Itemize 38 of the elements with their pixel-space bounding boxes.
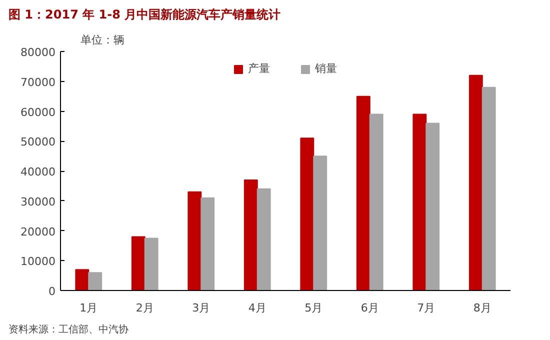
bar (356, 96, 370, 290)
legend-label: 产量 (248, 61, 270, 76)
bar (412, 114, 427, 290)
y-tick-label: 50000 (20, 136, 56, 149)
y-tick-label: 80000 (20, 46, 56, 59)
x-tick-label: 8月 (473, 302, 492, 314)
y-tick-label: 60000 (20, 106, 56, 119)
y-tick-label: 40000 (20, 166, 56, 178)
bar (188, 191, 202, 290)
x-tick-label: 2月 (136, 302, 154, 314)
chart-title: 图 1：2017 年 1-8 月中国新能源汽车产销量统计 (8, 8, 281, 22)
x-tick-label: 6月 (360, 302, 379, 314)
x-tick-label: 1月 (80, 302, 98, 314)
bar (482, 86, 496, 290)
x-tick-label: 4月 (248, 302, 266, 314)
x-tick-label: 7月 (417, 302, 436, 314)
bar (300, 138, 314, 290)
y-axis-title: 单位：辆 (80, 34, 124, 46)
y-tick-label: 30000 (20, 195, 56, 208)
y-tick-label: 20000 (20, 225, 56, 238)
legend-label: 销量 (315, 61, 337, 76)
y-tick-label: 10000 (20, 255, 56, 268)
bar (131, 236, 146, 290)
bar (88, 272, 102, 290)
bar (75, 269, 90, 290)
y-tick-label: 70000 (20, 76, 56, 89)
x-tick-label: 5月 (304, 302, 323, 314)
bar (144, 238, 158, 290)
text: 资料来源：工信部、中汽协 (8, 324, 128, 336)
bar (200, 197, 215, 290)
bar (244, 179, 258, 290)
bar (426, 122, 440, 290)
x-tick-label: 3月 (192, 302, 210, 314)
bar (369, 114, 384, 290)
bar (468, 74, 483, 290)
bar (256, 188, 271, 290)
y-tick-label: 0 (48, 285, 56, 298)
bar (313, 156, 328, 290)
